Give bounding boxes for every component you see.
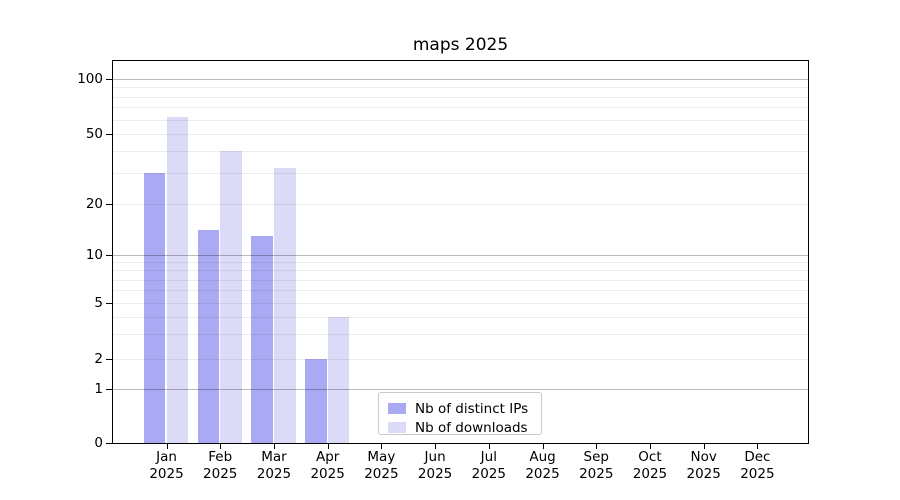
axis-ticks-layer: 0 1 2 5 10 20 50 100 Jan 2025 Feb 2025 Mar 2025 Apr… <box>77 61 808 482</box>
gridline-minor-70 <box>113 107 808 109</box>
x-tick-label-jan: Jan 2025 <box>149 449 184 482</box>
y-tick-label-50: 50 <box>85 126 103 142</box>
bar-downloads-jan <box>166 116 189 443</box>
bar-downloads-feb <box>220 151 242 443</box>
gridline-minor-60 <box>113 119 808 121</box>
x-tick-label-sep: Sep 2025 <box>579 449 614 482</box>
gridline-minor-30 <box>113 173 808 175</box>
x-tick-oct <box>649 444 651 449</box>
y-tick-5 <box>106 303 112 304</box>
gridline-minor-50 <box>113 134 808 135</box>
x-tick-mar <box>273 444 275 449</box>
gridline-minor-3 <box>113 334 808 336</box>
gridline-minor-20 <box>113 204 808 205</box>
y-tick-0 <box>106 443 112 444</box>
gridline-minor-40 <box>113 151 808 153</box>
plot-area: 0 1 2 5 10 20 50 100 Jan 2025 Feb 2025 Mar 2025 Apr… <box>77 60 809 482</box>
x-tick-label-nov: Nov 2025 <box>686 449 721 482</box>
gridline-minor-2 <box>113 359 808 360</box>
y-tick-20 <box>106 204 112 205</box>
y-tick-label-2: 2 <box>94 351 103 367</box>
x-tick-dec <box>757 444 759 449</box>
x-tick-feb <box>220 444 222 449</box>
legend-swatch-downloads-icon <box>388 422 406 433</box>
y-tick-label-5: 5 <box>94 295 103 311</box>
gridlines-layer <box>113 61 808 443</box>
bar-downloads-apr <box>327 316 350 443</box>
x-tick-sep <box>596 444 598 449</box>
gridline-minor-4 <box>113 316 808 318</box>
x-tick-label-may: May 2025 <box>364 449 399 482</box>
y-tick-label-0: 0 <box>94 435 103 451</box>
x-tick-label-feb: Feb 2025 <box>203 449 238 482</box>
y-tick-100 <box>106 79 112 80</box>
y-tick-label-100: 100 <box>77 71 103 87</box>
x-tick-label-jun: Jun 2025 <box>417 449 453 482</box>
legend-label-distinct-ips: Nb of distinct IPs <box>415 400 529 417</box>
legend-label-downloads: Nb of downloads <box>415 419 528 436</box>
gridline-minor-7 <box>113 279 808 281</box>
x-tick-label-apr: Apr 2025 <box>310 449 345 482</box>
x-tick-jul <box>488 444 490 449</box>
y-tick-10 <box>106 255 112 256</box>
gridline-major-1 <box>113 389 808 390</box>
legend-swatch-distinct-ips-icon <box>388 403 406 414</box>
legend-item-distinct-ips: Nb of distinct IPs <box>388 399 541 418</box>
bar-distinct-ips-feb <box>197 230 220 443</box>
legend: Nb of distinct IPs Nb of downloads <box>378 392 542 437</box>
y-tick-2 <box>106 359 112 360</box>
legend-item-downloads: Nb of downloads <box>388 418 541 437</box>
gridline-minor-8 <box>113 270 808 272</box>
x-tick-label-aug: Aug 2025 <box>525 449 560 482</box>
bars-layer <box>113 61 808 443</box>
gridline-minor-80 <box>113 96 808 98</box>
y-tick-label-20: 20 <box>85 196 103 212</box>
x-tick-nov <box>703 444 705 449</box>
x-tick-apr <box>327 444 329 449</box>
gridline-minor-6 <box>113 290 808 292</box>
y-tick-label-10: 10 <box>85 247 103 263</box>
y-tick-label-1: 1 <box>94 381 103 397</box>
gridline-major-10 <box>113 255 808 256</box>
y-tick-1 <box>106 389 112 390</box>
x-tick-jan <box>166 444 168 449</box>
bar-distinct-ips-mar <box>251 235 273 443</box>
x-tick-label-dec: Dec 2025 <box>740 449 775 482</box>
chart-title: maps 2025 <box>412 35 509 55</box>
x-tick-jun <box>435 444 437 449</box>
bar-downloads-mar <box>274 168 296 443</box>
x-tick-aug <box>542 444 544 449</box>
x-tick-may <box>381 444 383 449</box>
bar-distinct-ips-apr <box>305 359 327 443</box>
gridline-minor-9 <box>113 262 808 264</box>
gridline-minor-5 <box>113 303 808 304</box>
x-tick-label-jul: Jul 2025 <box>471 449 506 482</box>
gridline-major-100 <box>113 79 808 80</box>
gridline-minor-90 <box>113 87 808 89</box>
x-tick-label-mar: Mar 2025 <box>256 449 292 482</box>
bar-distinct-ips-jan <box>143 173 166 443</box>
y-tick-50 <box>106 134 112 135</box>
x-tick-label-oct: Oct 2025 <box>632 449 668 482</box>
